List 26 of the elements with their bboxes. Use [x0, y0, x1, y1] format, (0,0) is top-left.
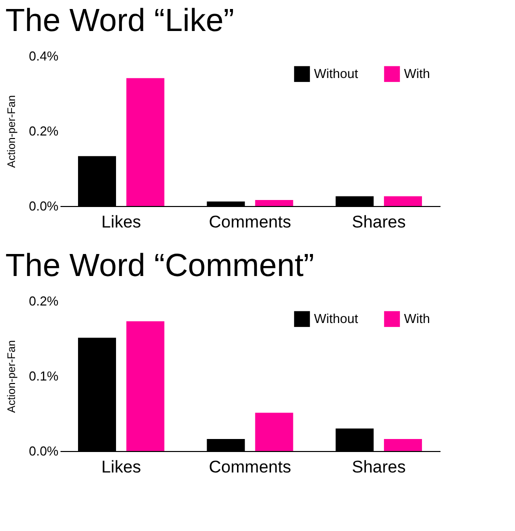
bar [126, 78, 164, 206]
legend-label: Without [314, 311, 358, 326]
y-axis-title: Action-per-Fan [6, 95, 18, 168]
x-tick-label: Shares [352, 212, 406, 232]
bar [255, 200, 294, 206]
chart-title: The Word “Comment” [5, 247, 314, 283]
bar [384, 196, 422, 206]
legend-label: With [404, 66, 430, 82]
y-tick-label: 0.1% [28, 368, 59, 384]
y-tick-label: 0.0% [28, 444, 59, 458]
x-tick-label: Comments [208, 212, 292, 232]
y-tick-label: 0.0% [28, 198, 59, 214]
y-tick-label: 0.2% [28, 294, 59, 308]
legend-label: Without [314, 66, 358, 82]
x-tick-label: Likes [101, 458, 142, 476]
y-axis-title: Action-per-Fan [6, 340, 18, 413]
bar [255, 412, 294, 451]
chart-title: The Word “Like” [5, 2, 234, 38]
y-tick-label: 0.4% [28, 48, 59, 64]
legend-label: With [404, 311, 430, 326]
x-tick-label: Comments [208, 458, 292, 476]
y-tick-label: 0.2% [28, 124, 59, 138]
bar [126, 321, 164, 451]
x-tick-label: Likes [101, 212, 142, 232]
bar [384, 439, 422, 451]
x-tick-label: Shares [352, 458, 406, 476]
